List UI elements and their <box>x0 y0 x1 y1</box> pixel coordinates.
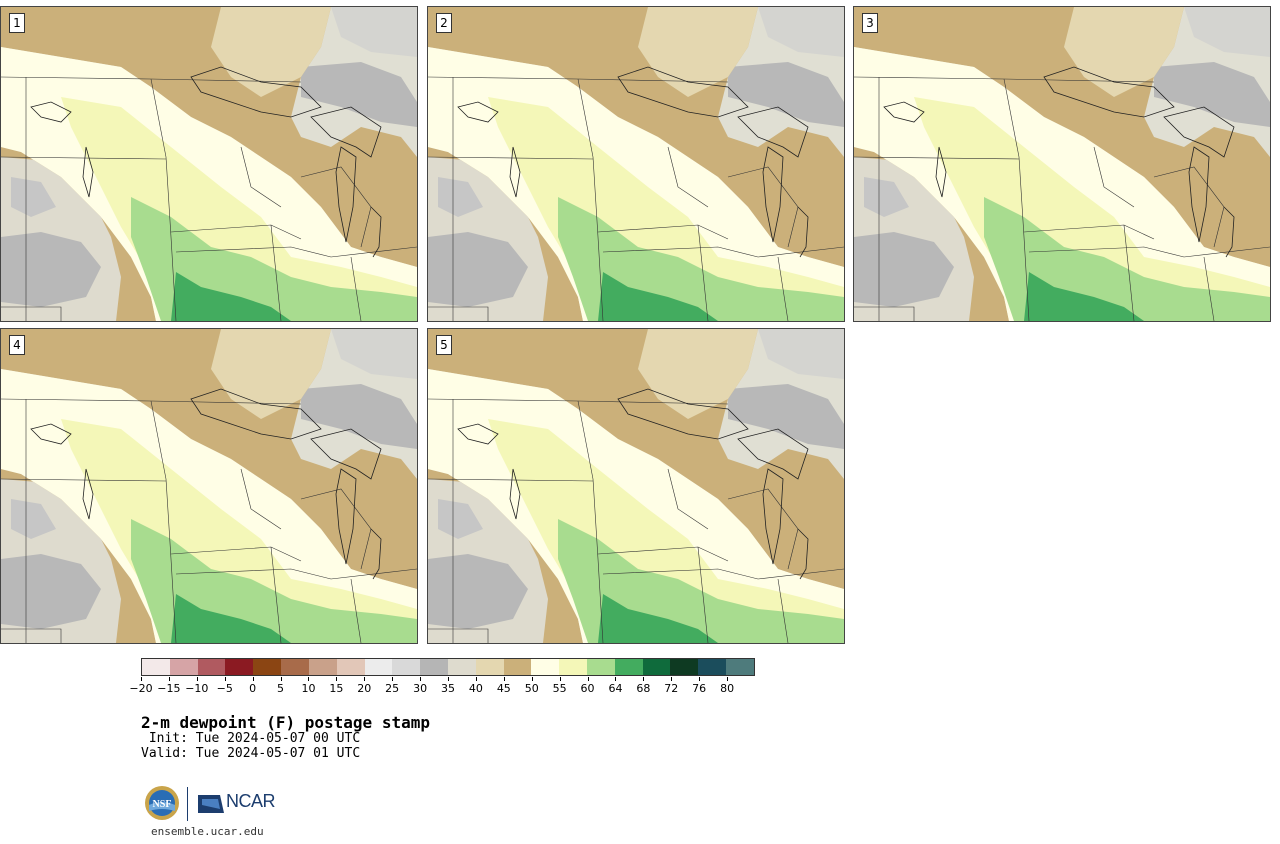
colorbar-swatch <box>281 659 309 675</box>
dewpoint-map <box>428 7 844 321</box>
colorbar-tick <box>336 677 338 681</box>
colorbar-tick <box>252 677 254 681</box>
colorbar-tick-label: 55 <box>552 682 567 695</box>
colorbar-tick <box>475 677 477 681</box>
logos: NSF NCAR <box>144 785 276 823</box>
colorbar-tick <box>392 677 394 681</box>
colorbar-tick <box>587 677 589 681</box>
colorbar-tick <box>643 677 645 681</box>
colorbar-swatch <box>336 659 365 675</box>
colorbar-tick-label: 0 <box>249 682 257 695</box>
colorbar-tick <box>364 677 366 681</box>
colorbar-tick <box>503 677 505 681</box>
valid-time: Valid: Tue 2024-05-07 01 UTC <box>141 746 361 761</box>
colorbar-tick <box>141 677 142 681</box>
colorbar-tick <box>671 677 673 681</box>
colorbar-swatch <box>475 659 504 675</box>
colorbar-swatch <box>531 659 560 675</box>
dewpoint-map <box>854 7 1270 321</box>
dewpoint-map <box>1 7 417 321</box>
colorbar-swatch <box>392 659 421 675</box>
member-1-label: 1 <box>9 13 25 33</box>
member-3-map: 3 <box>853 6 1271 322</box>
ncar-logo <box>198 795 224 813</box>
colorbar-swatch <box>447 659 476 675</box>
colorbar-tick <box>308 677 310 681</box>
colorbar-swatch <box>642 659 671 675</box>
member-2-label: 2 <box>436 13 452 33</box>
colorbar-tick-label: 15 <box>329 682 344 695</box>
colorbar-tick <box>559 677 561 681</box>
colorbar-tick <box>224 677 226 681</box>
colorbar-tick-label: 25 <box>385 682 400 695</box>
colorbar-tick-label: −15 <box>157 682 181 695</box>
colorbar-swatch <box>225 659 254 675</box>
dewpoint-map <box>1 329 417 643</box>
nsf-logo: NSF <box>145 786 179 820</box>
colorbar-tick-label: 50 <box>524 682 539 695</box>
colorbar-swatch <box>614 659 643 675</box>
member-2-map: 2 <box>427 6 845 322</box>
colorbar-swatch <box>253 659 282 675</box>
colorbar-tick-label: −20 <box>129 682 153 695</box>
member-5-map: 5 <box>427 328 845 644</box>
ncar-logo-text: NCAR <box>226 791 276 811</box>
init-time: Init: Tue 2024-05-07 00 UTC <box>141 731 361 746</box>
colorbar-tick <box>196 677 198 681</box>
colorbar-tick-label: 68 <box>636 682 651 695</box>
nsf-logo-text: NSF <box>153 799 172 810</box>
colorbar-tick-label: 72 <box>664 682 679 695</box>
colorbar-swatch <box>726 659 754 675</box>
colorbar <box>141 658 755 676</box>
colorbar-tick-label: −10 <box>185 682 209 695</box>
member-1-map: 1 <box>0 6 418 322</box>
colorbar-tick-label: 20 <box>357 682 372 695</box>
colorbar-tick-label: 10 <box>301 682 316 695</box>
colorbar-tick-label: 30 <box>413 682 428 695</box>
colorbar-tick <box>420 677 422 681</box>
logo-divider <box>187 787 188 821</box>
colorbar-swatch <box>169 659 198 675</box>
colorbar-ticks: −20 −15 −10 −5 0 5 10 15 20 25 30 35 40 45 50 55 60 64 68 7… <box>129 677 755 697</box>
colorbar-tick-label: 64 <box>608 682 623 695</box>
colorbar-swatch <box>420 659 448 675</box>
colorbar-tick <box>699 677 701 681</box>
member-4-label: 4 <box>9 335 25 355</box>
colorbar-tick <box>448 677 449 681</box>
colorbar-tick <box>615 677 617 681</box>
colorbar-tick-label: 76 <box>692 682 707 695</box>
member-4-map: 4 <box>0 328 418 644</box>
member-5-label: 5 <box>436 335 452 355</box>
colorbar-tick <box>531 677 533 681</box>
colorbar-swatch <box>142 659 170 675</box>
colorbar-swatch <box>559 659 587 675</box>
colorbar-tick <box>727 677 729 681</box>
colorbar-swatch <box>197 659 226 675</box>
site-url[interactable]: ensemble.ucar.edu <box>151 825 264 838</box>
colorbar-tick-label: 45 <box>496 682 511 695</box>
colorbar-tick-label: 5 <box>277 682 285 695</box>
colorbar-swatch <box>670 659 699 675</box>
colorbar-tick <box>168 677 170 681</box>
colorbar-swatch <box>698 659 727 675</box>
colorbar-swatch <box>587 659 615 675</box>
colorbar-tick <box>280 677 282 681</box>
dewpoint-map <box>428 329 844 643</box>
member-3-label: 3 <box>862 13 878 33</box>
colorbar-tick-label: 60 <box>580 682 595 695</box>
colorbar-swatch <box>364 659 393 675</box>
colorbar-tick-label: 80 <box>720 682 735 695</box>
colorbar-swatch <box>503 659 532 675</box>
plot-title: 2-m dewpoint (F) postage stamp <box>141 713 430 732</box>
colorbar-tick-label: −5 <box>216 682 233 695</box>
colorbar-tick-label: 40 <box>468 682 483 695</box>
colorbar-swatch <box>308 659 337 675</box>
colorbar-tick-label: 35 <box>441 682 455 695</box>
